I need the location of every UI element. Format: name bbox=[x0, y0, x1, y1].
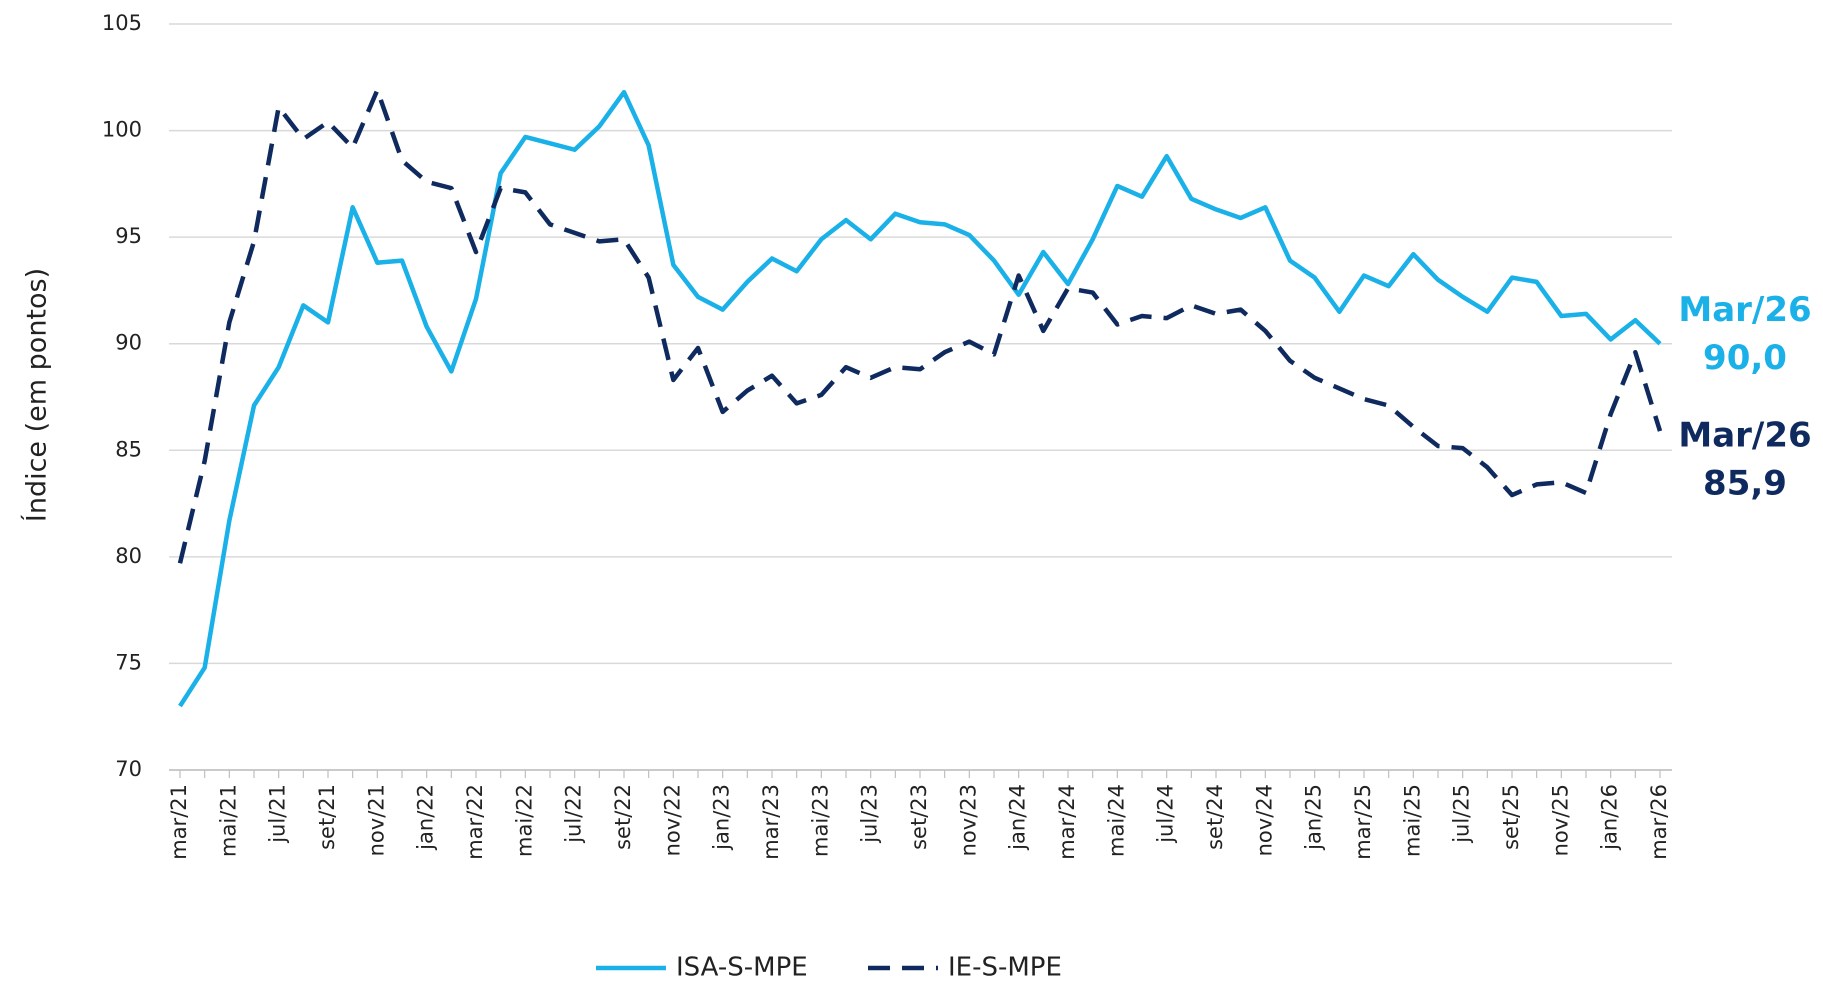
x-tick-label: mar/24 bbox=[1055, 784, 1079, 860]
legend-label: ISA-S-MPE bbox=[676, 953, 808, 983]
x-tick-label: jan/22 bbox=[414, 784, 438, 851]
y-tick-label: 100 bbox=[102, 118, 142, 142]
x-tick-label: jul/23 bbox=[858, 784, 882, 844]
x-tick-label: jul/25 bbox=[1450, 784, 1474, 844]
x-tick-label: nov/24 bbox=[1252, 784, 1276, 856]
x-tick-label: jan/25 bbox=[1302, 784, 1326, 851]
x-tick-label: mai/22 bbox=[512, 784, 536, 857]
x-tick-label: jan/24 bbox=[1006, 784, 1030, 851]
x-tick-label: mar/25 bbox=[1351, 784, 1375, 860]
x-tick-label: set/22 bbox=[611, 784, 635, 850]
y-tick-label: 90 bbox=[115, 331, 142, 355]
annotation-value: 85,9 bbox=[1703, 464, 1787, 504]
x-tick-label: mar/26 bbox=[1647, 784, 1671, 860]
x-tick-label: mar/22 bbox=[463, 784, 487, 860]
x-tick-label: jul/22 bbox=[562, 784, 586, 844]
x-tick-label: set/21 bbox=[315, 784, 339, 850]
x-tick-label: nov/23 bbox=[956, 784, 980, 856]
y-axis-label: Índice (em pontos) bbox=[21, 268, 53, 522]
x-tick-label: mai/23 bbox=[808, 784, 832, 857]
x-tick-label: mai/24 bbox=[1104, 784, 1128, 857]
x-tick-label: jan/26 bbox=[1598, 784, 1622, 851]
annotation-label: Mar/26 bbox=[1678, 290, 1811, 330]
legend-label: IE-S-MPE bbox=[948, 953, 1062, 983]
x-tick-label: mar/21 bbox=[167, 784, 191, 860]
x-tick-label: jul/21 bbox=[266, 784, 290, 844]
y-tick-label: 85 bbox=[115, 437, 142, 461]
x-tick-label: set/25 bbox=[1499, 784, 1523, 850]
y-tick-label: 80 bbox=[115, 544, 142, 568]
x-tick-label: mai/21 bbox=[216, 784, 240, 857]
y-tick-label: 75 bbox=[115, 650, 142, 674]
x-tick-label: nov/21 bbox=[364, 784, 388, 856]
y-tick-label: 70 bbox=[115, 757, 142, 781]
x-tick-label: nov/25 bbox=[1548, 784, 1572, 856]
annotation-value: 90,0 bbox=[1703, 338, 1787, 378]
x-tick-label: mai/25 bbox=[1400, 784, 1424, 857]
series-line bbox=[177, 87, 1663, 564]
x-tick-label: nov/22 bbox=[660, 784, 684, 856]
x-tick-label: mar/23 bbox=[759, 784, 783, 860]
x-tick-label: set/24 bbox=[1203, 784, 1227, 850]
y-tick-label: 105 bbox=[102, 11, 142, 35]
x-tick-label: set/23 bbox=[907, 784, 931, 850]
x-tick-label: jan/23 bbox=[710, 784, 734, 851]
y-tick-label: 95 bbox=[115, 224, 142, 248]
x-tick-label: jul/24 bbox=[1154, 784, 1178, 844]
annotation-label: Mar/26 bbox=[1678, 416, 1811, 456]
series-line bbox=[178, 89, 1662, 708]
